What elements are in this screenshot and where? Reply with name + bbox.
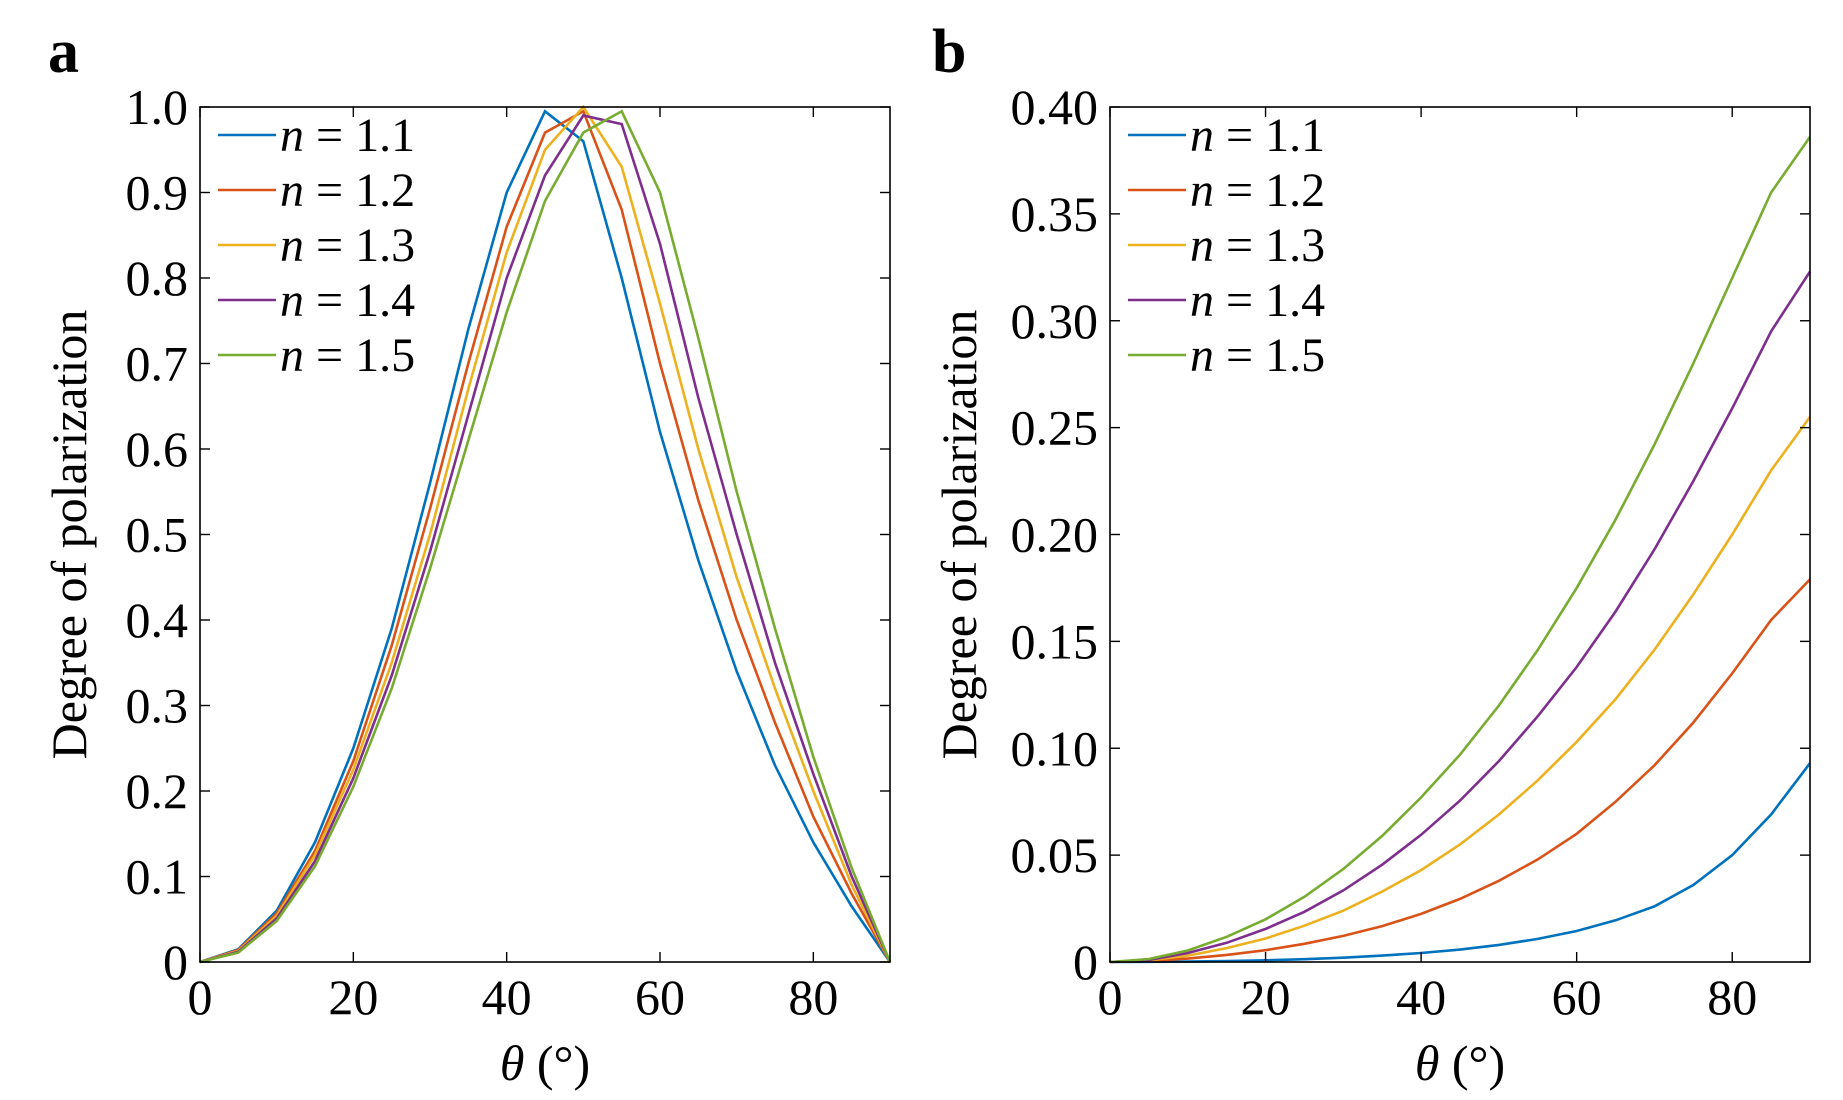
y-tick-label: 1.0 <box>126 79 189 135</box>
y-axis-label: Degree of polarization <box>41 310 97 760</box>
x-tick-label: 40 <box>482 969 532 1025</box>
legend: n = 1.1n = 1.2n = 1.3n = 1.4n = 1.5 <box>218 109 415 382</box>
x-tick-label: 80 <box>788 969 838 1025</box>
y-tick-label: 0 <box>1073 934 1098 990</box>
series-line-1 <box>199 109 892 964</box>
legend-label: n = 1.3 <box>280 219 415 272</box>
x-tick-label: 20 <box>328 969 378 1025</box>
y-tick-label: 0.7 <box>126 336 189 392</box>
series-line-1 <box>1109 762 1812 964</box>
y-tick-label: 0.4 <box>126 592 189 648</box>
x-tick-label: 0 <box>1098 969 1123 1025</box>
legend-label: n = 1.5 <box>1190 329 1325 382</box>
y-tick-label: 0.6 <box>126 421 189 477</box>
chart-panel-b: b 0 20 40 60 80 0 0.05 0.10 0.15 0.20 0.25 0.30 0.35 0… <box>931 18 1812 1091</box>
series-line-5 <box>1109 136 1812 964</box>
panel-label: a <box>48 18 79 86</box>
y-tick-label: 0.1 <box>126 849 189 905</box>
legend-label: n = 1.2 <box>1190 164 1325 217</box>
y-tick-label: 0.25 <box>1011 400 1099 456</box>
y-tick-label: 0.5 <box>126 507 189 563</box>
x-tick-label: 60 <box>635 969 685 1025</box>
y-tick-label: 0.2 <box>126 763 189 819</box>
y-tick-label: 0.35 <box>1011 186 1099 242</box>
y-tick-label: 0 <box>163 934 188 990</box>
y-tick-label: 0.05 <box>1011 827 1099 883</box>
x-axis-label: θ (°) <box>1415 1035 1505 1091</box>
y-tick-label: 0.20 <box>1011 507 1099 563</box>
x-tick-label: 60 <box>1552 969 1602 1025</box>
legend-label: n = 1.5 <box>280 329 415 382</box>
y-tick-label: 0.40 <box>1011 79 1099 135</box>
y-tick-label: 0.10 <box>1011 720 1099 776</box>
y-tick-label: 0.3 <box>126 678 189 734</box>
panel-label: b <box>932 18 966 86</box>
series-line-4 <box>199 114 892 964</box>
legend-label: n = 1.4 <box>280 274 415 327</box>
x-tick-label: 40 <box>1396 969 1446 1025</box>
series-line-2 <box>199 109 892 964</box>
legend-label: n = 1.1 <box>280 109 415 162</box>
y-tick-label: 0.8 <box>126 250 189 306</box>
x-tick-label: 80 <box>1707 969 1757 1025</box>
series-line-3 <box>199 104 892 964</box>
series-line-2 <box>1109 578 1811 964</box>
y-tick-label: 0.15 <box>1011 613 1099 669</box>
y-axis-label: Degree of polarization <box>931 310 987 760</box>
x-axis-label: θ (°) <box>500 1035 590 1091</box>
legend-label: n = 1.1 <box>1190 109 1325 162</box>
series-line-5 <box>199 109 892 964</box>
legend-label: n = 1.2 <box>280 164 415 217</box>
legend: n = 1.1n = 1.2n = 1.3n = 1.4n = 1.5 <box>1128 109 1325 382</box>
series-line-3 <box>1109 416 1812 964</box>
y-tick-label: 0.30 <box>1011 293 1099 349</box>
chart-panel-a: a 0 20 40 60 80 0 0.1 0.2 0.3 0.4 0.5 0.6 0.7 0.8 0.9 1.… <box>41 18 892 1091</box>
x-tick-label: 20 <box>1241 969 1291 1025</box>
series-line-4 <box>1109 270 1812 964</box>
y-tick-label: 0.9 <box>126 165 189 221</box>
x-tick-label: 0 <box>188 969 213 1025</box>
legend-label: n = 1.3 <box>1190 219 1325 272</box>
legend-label: n = 1.4 <box>1190 274 1325 327</box>
